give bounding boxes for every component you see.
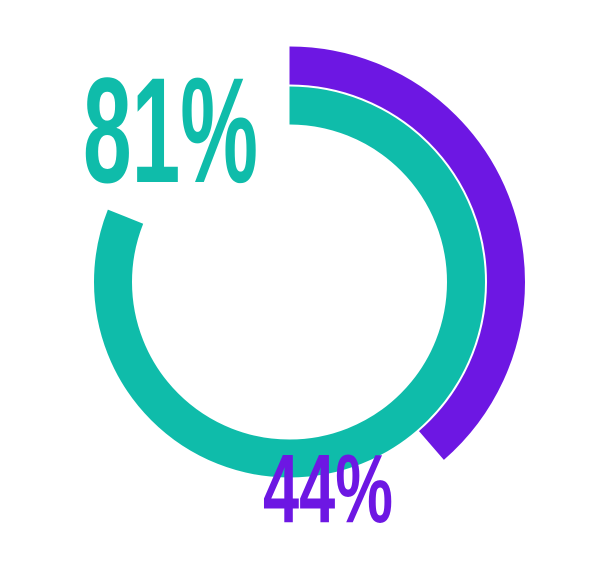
- teal-ring-arc: [94, 86, 485, 478]
- purple-ring-arc: [54, 46, 525, 518]
- teal-ring-label: 81%: [83, 46, 258, 214]
- purple-ring-label: 44%: [263, 434, 393, 543]
